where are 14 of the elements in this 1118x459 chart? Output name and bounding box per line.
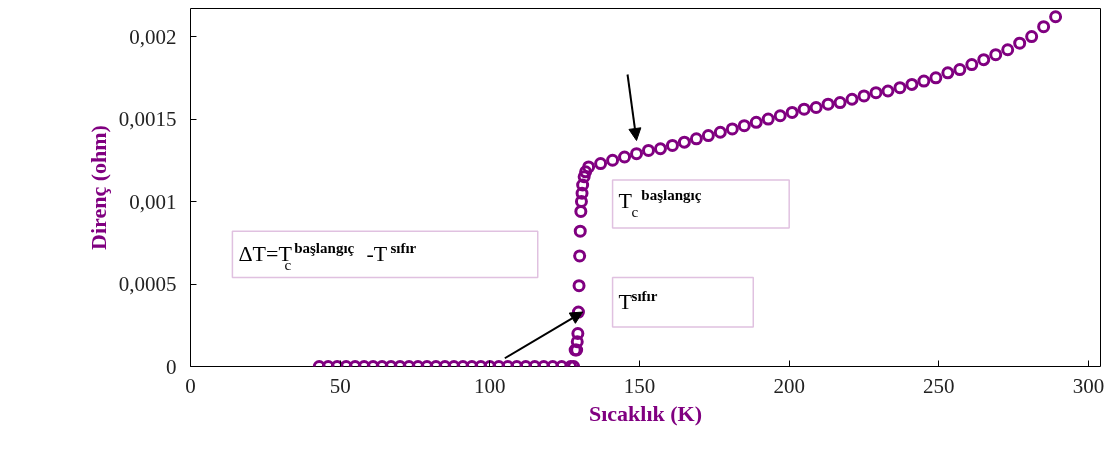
y-tick-label: 0	[166, 354, 177, 379]
x-tick-label: 50	[329, 373, 351, 398]
y-tick-label: 0,0015	[118, 107, 177, 132]
y-tick-label: 0,0005	[118, 272, 177, 297]
x-tick-label: 250	[923, 373, 955, 398]
y-axis-title: Direnç (ohm)	[85, 125, 111, 250]
x-tick-label: 150	[623, 373, 656, 398]
x-axis-title: Sıcaklık (K)	[588, 400, 703, 426]
x-tick-label: 100	[474, 373, 506, 398]
y-tick-label: 0,001	[129, 189, 177, 214]
x-tick-label: 300	[1072, 373, 1105, 398]
x-tick-label: 0	[185, 373, 196, 398]
y-tick-label: 0,002	[129, 24, 177, 49]
x-tick-label: 200	[773, 373, 805, 398]
